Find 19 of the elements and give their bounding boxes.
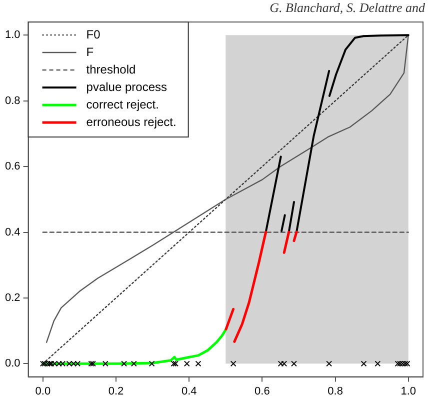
legend-label: F0 <box>86 27 101 42</box>
x-tick-label: 0.8 <box>328 385 343 398</box>
y-tick-label: 0.6 <box>4 160 20 173</box>
legend-label: pvalue process <box>86 80 168 94</box>
y-tick-label: 0.2 <box>4 292 20 304</box>
legend-label: threshold <box>86 62 136 76</box>
y-tick-label: 0.4 <box>4 226 20 238</box>
x-tick-label: 0.4 <box>181 385 197 398</box>
x-tick-label: 0.2 <box>108 385 124 398</box>
legend-label: erroneous reject. <box>86 114 176 129</box>
x-tick-label: 1.0 <box>400 385 416 398</box>
text: G. Blanchard, S. Delattre and <box>270 0 426 15</box>
legend-label: correct reject. <box>86 97 159 112</box>
x-tick-label: 0.0 <box>35 385 51 398</box>
y-tick-label: 0.0 <box>4 358 20 370</box>
legend-label: F <box>86 44 94 59</box>
y-tick-label: 0.8 <box>4 94 20 107</box>
x-tick-label: 0.6 <box>254 385 270 398</box>
y-tick-label: 1.0 <box>4 29 20 42</box>
